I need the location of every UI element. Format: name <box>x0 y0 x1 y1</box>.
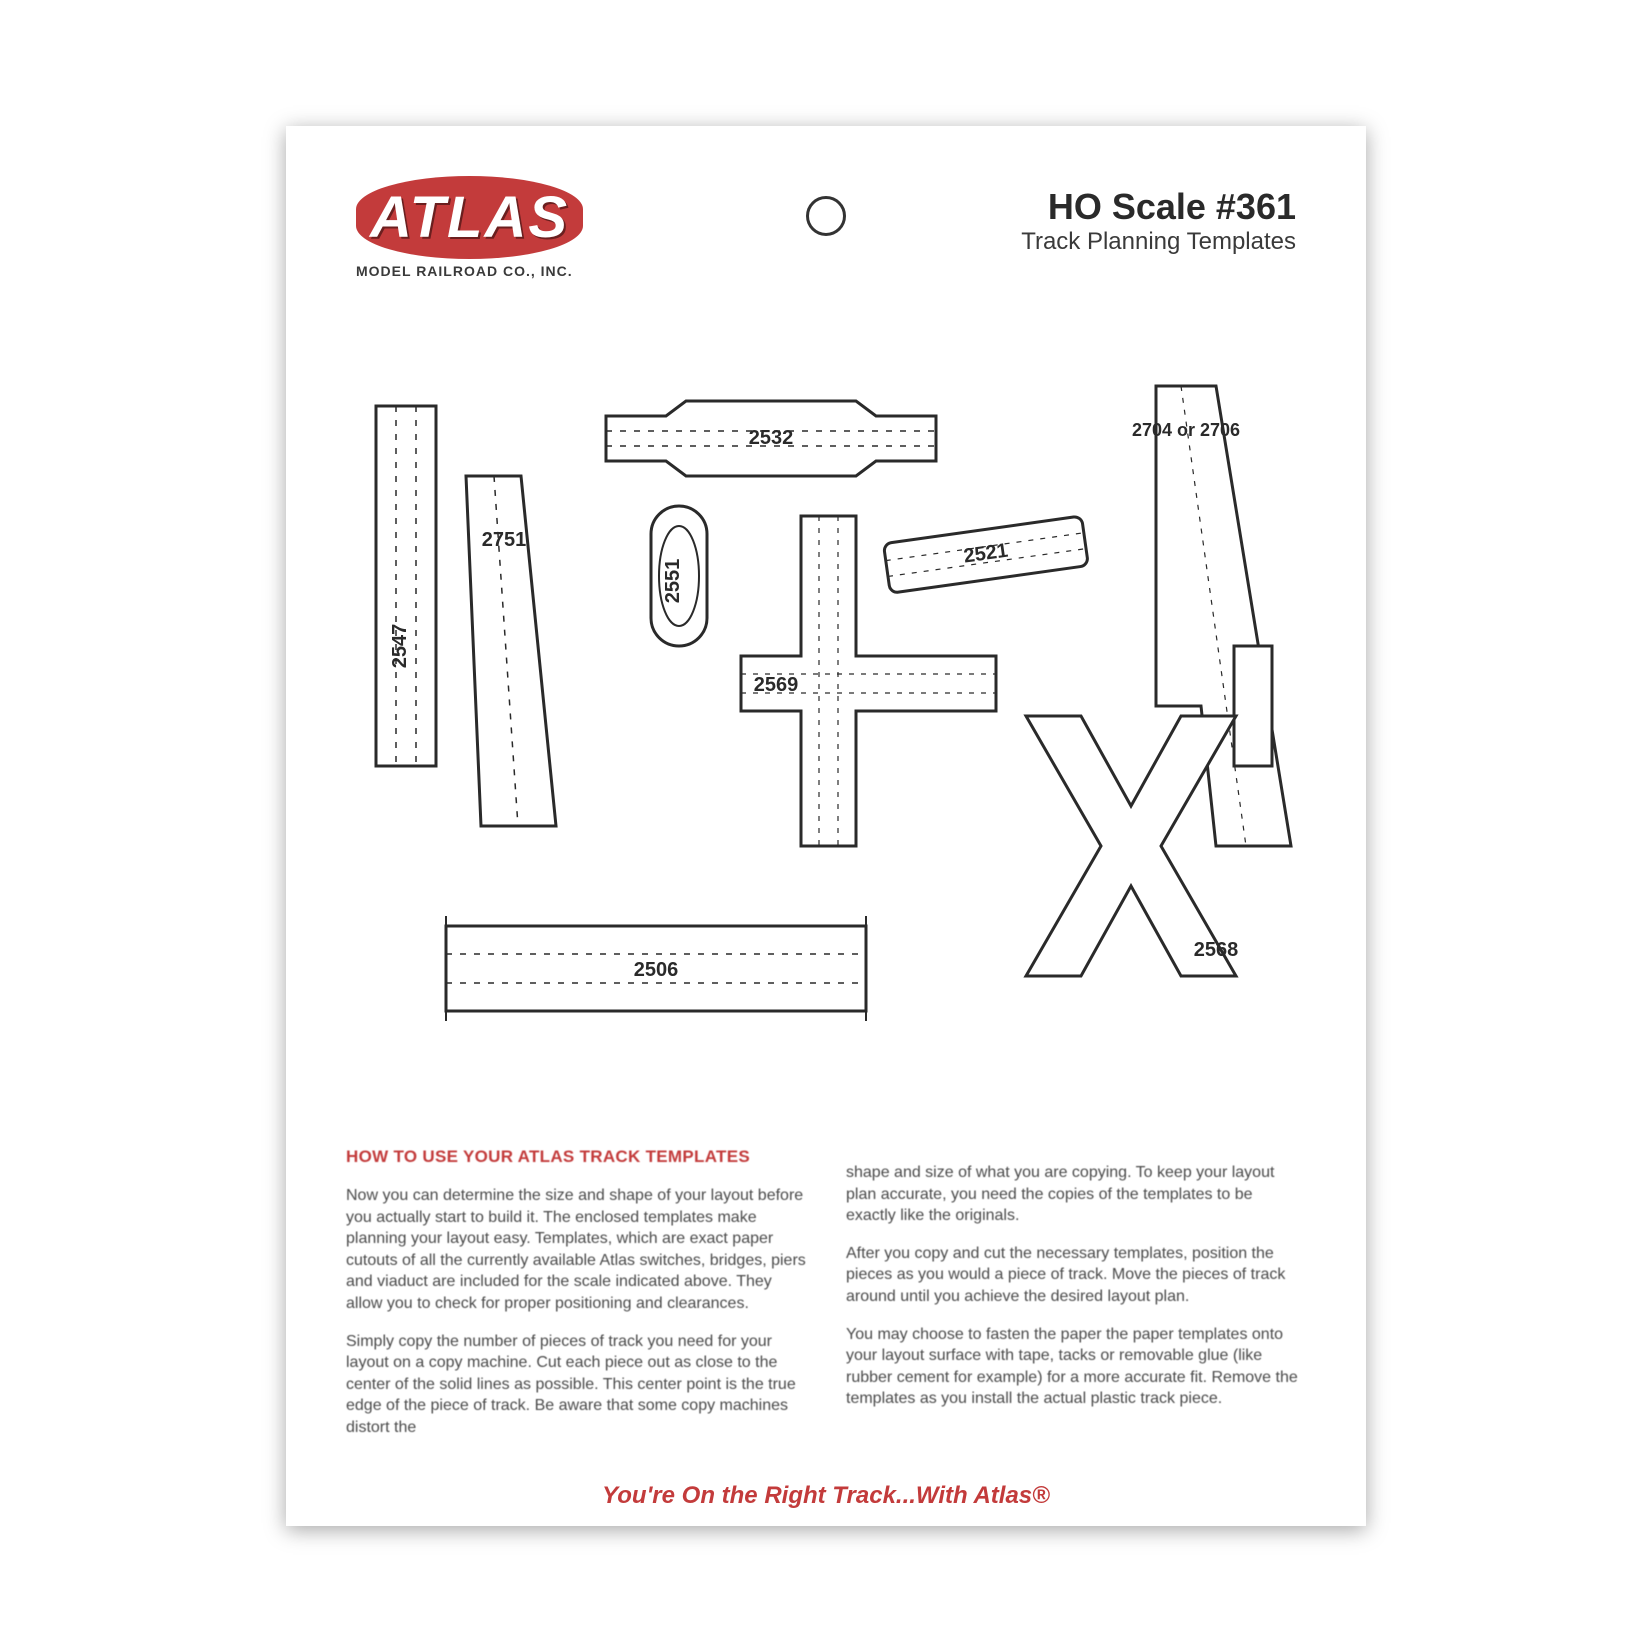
track-diagram: 2547 2751 2532 2551 <box>346 346 1306 1126</box>
svg-text:2704 or 2706: 2704 or 2706 <box>1132 420 1240 440</box>
svg-text:2569: 2569 <box>754 674 799 696</box>
svg-text:2547: 2547 <box>389 624 411 669</box>
instructions-p3: shape and size of what you are copying. … <box>846 1162 1306 1227</box>
track-curve-short: 2521 <box>883 516 1088 593</box>
track-rerailer: 2532 <box>606 401 936 476</box>
svg-text:2506: 2506 <box>634 959 679 981</box>
svg-text:2751: 2751 <box>482 529 527 551</box>
instructions-title: HOW TO USE YOUR ATLAS TRACK TEMPLATES <box>346 1146 806 1169</box>
svg-text:2568: 2568 <box>1194 939 1239 961</box>
title-block: HO Scale #361 Track Planning Templates <box>1021 186 1296 256</box>
punch-hole-icon <box>806 196 846 236</box>
track-turnout-left: 2751 <box>466 476 556 826</box>
page-subtitle: Track Planning Templates <box>1021 228 1296 256</box>
instructions-col-1: HOW TO USE YOUR ATLAS TRACK TEMPLATES No… <box>346 1146 806 1454</box>
instructions: HOW TO USE YOUR ATLAS TRACK TEMPLATES No… <box>346 1146 1306 1454</box>
page-title: HO Scale #361 <box>1021 186 1296 228</box>
logo-subtitle: MODEL RAILROAD CO., INC. <box>356 263 636 279</box>
track-straight-vertical: 2547 <box>376 406 436 766</box>
logo-brand: ATLAS <box>370 185 569 250</box>
instructions-col-2: shape and size of what you are copying. … <box>846 1146 1306 1454</box>
instructions-p5: You may choose to fasten the paper the p… <box>846 1324 1306 1410</box>
track-straight-long: 2506 <box>446 916 866 1021</box>
instructions-p1: Now you can determine the size and shape… <box>346 1185 806 1315</box>
svg-text:2551: 2551 <box>662 559 684 604</box>
header: ATLAS MODEL RAILROAD CO., INC. HO Scale … <box>346 176 1306 336</box>
template-sheet: ATLAS MODEL RAILROAD CO., INC. HO Scale … <box>286 126 1366 1526</box>
instructions-p4: After you copy and cut the necessary tem… <box>846 1243 1306 1308</box>
svg-text:2532: 2532 <box>749 427 794 449</box>
instructions-p2: Simply copy the number of pieces of trac… <box>346 1331 806 1439</box>
track-bumper: 2551 <box>651 506 707 646</box>
atlas-logo: ATLAS MODEL RAILROAD CO., INC. <box>356 176 636 279</box>
tagline: You're On the Right Track...With Atlas® <box>346 1482 1306 1510</box>
track-crossing-x: 2568 <box>1026 716 1238 976</box>
